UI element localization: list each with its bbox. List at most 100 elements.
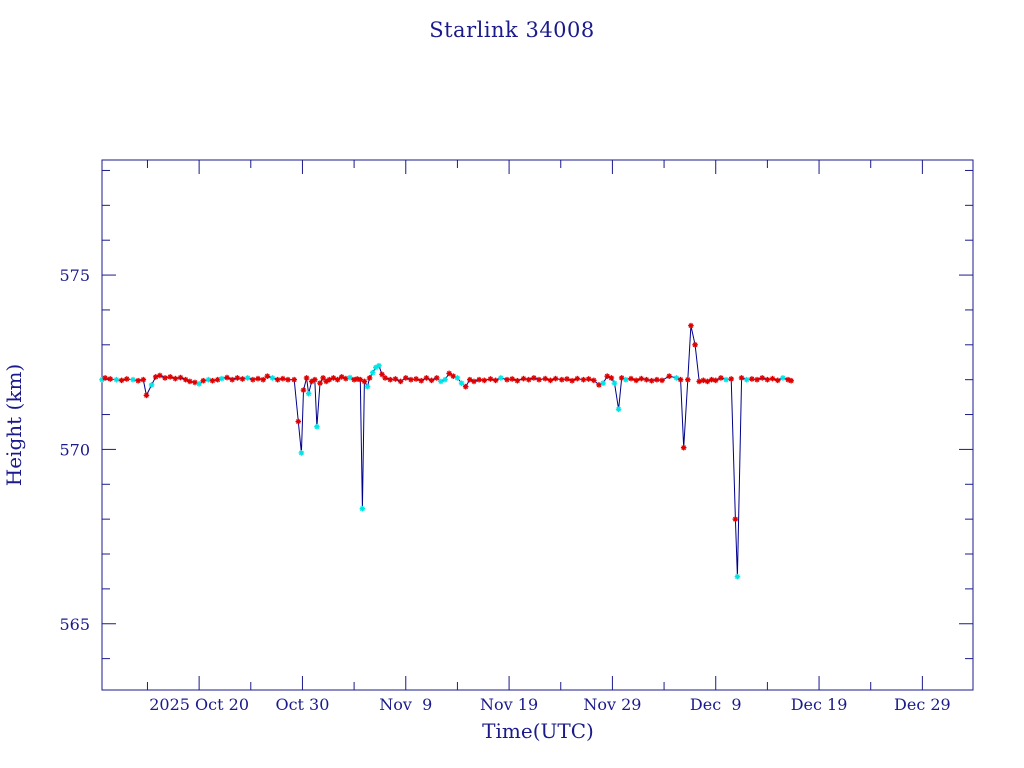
data-point [239, 376, 246, 382]
data-point [167, 374, 173, 380]
y-tick-label: 570 [59, 440, 90, 459]
data-point [659, 377, 665, 384]
data-point [347, 374, 353, 381]
data-point [446, 370, 452, 377]
data-point [182, 376, 189, 383]
data-point [113, 376, 120, 383]
data-point [118, 377, 125, 384]
chart-title: Starlink 34008 [429, 18, 595, 42]
data-point [224, 374, 230, 381]
data-point [558, 376, 565, 383]
data-point [312, 376, 318, 383]
data-point [364, 383, 371, 390]
data-point [438, 378, 444, 385]
data-point [536, 376, 542, 383]
y-axis-label: Height (km) [2, 364, 26, 486]
data-point [397, 378, 404, 385]
data-point [418, 377, 425, 384]
data-point [696, 378, 702, 385]
data-point [280, 375, 286, 382]
x-tick-label: Dec 9 [690, 695, 742, 714]
data-point [295, 418, 302, 425]
data-point [476, 376, 482, 383]
data-point [611, 380, 618, 386]
data-point [780, 375, 786, 381]
data-point [487, 376, 494, 382]
x-axis-label: Time(UTC) [482, 719, 594, 743]
data-point [623, 376, 629, 383]
data-point [298, 450, 305, 456]
data-point [458, 380, 465, 386]
data-point [177, 374, 184, 381]
data-point [723, 376, 729, 383]
data-point [754, 376, 760, 383]
data-point [450, 373, 457, 379]
data-point [305, 390, 312, 397]
data-point [162, 375, 168, 381]
data-point [143, 392, 150, 399]
data-point [107, 376, 114, 382]
data-point [264, 373, 271, 379]
data-point [718, 375, 724, 381]
data-point [376, 362, 382, 369]
data-point [467, 376, 473, 383]
data-markers [99, 322, 794, 580]
data-point [413, 376, 419, 382]
data-point [677, 376, 684, 383]
data-point [728, 376, 735, 382]
data-point [738, 375, 745, 381]
data-point [542, 375, 549, 382]
data-point [591, 377, 597, 384]
data-point [596, 382, 602, 388]
data-point [774, 377, 781, 384]
data-point [379, 371, 385, 378]
data-point [250, 376, 256, 383]
data-point [187, 378, 193, 385]
data-point [291, 376, 297, 383]
data-point [749, 376, 755, 382]
data-point [366, 375, 373, 381]
data-point [700, 377, 707, 384]
data-point [361, 378, 368, 385]
data-point [525, 376, 532, 383]
data-point [769, 375, 776, 382]
data-point [712, 377, 719, 384]
data-point [743, 376, 750, 383]
x-tick-label: Dec 19 [791, 695, 848, 714]
data-point [382, 375, 388, 381]
data-point [123, 376, 130, 382]
data-point [569, 377, 575, 384]
data-point [531, 375, 537, 381]
data-point [300, 387, 307, 393]
data-point [509, 376, 515, 382]
data-point [638, 375, 645, 382]
data-point [704, 378, 711, 385]
data-point [387, 376, 394, 383]
data-point [274, 376, 281, 383]
data-point [402, 375, 409, 381]
data-point [666, 373, 673, 379]
data-point [648, 377, 655, 384]
data-point [442, 376, 448, 383]
data-point [357, 376, 364, 383]
data-point [615, 406, 622, 413]
y-tick-labels: 565 570 575 [59, 266, 90, 634]
data-point [369, 369, 376, 376]
data-point [152, 374, 159, 380]
data-point [633, 377, 639, 384]
data-point [481, 377, 488, 384]
data-point [255, 375, 261, 382]
data-point [408, 376, 414, 383]
data-point [564, 376, 570, 382]
data-point [338, 374, 345, 380]
data-point [260, 376, 266, 383]
x-tick-labels: 2025 Oct 20 Oct 30 Nov 9 Nov 19 Nov 29 Dec 9 D… [149, 695, 950, 714]
data-point [317, 380, 323, 386]
data-point [359, 505, 366, 512]
x-tick-label: Oct 30 [275, 695, 329, 714]
axis-ticks [102, 160, 973, 690]
data-point [320, 375, 326, 381]
x-tick-label: Dec 29 [894, 695, 951, 714]
x-tick-label: Nov 29 [583, 695, 641, 714]
